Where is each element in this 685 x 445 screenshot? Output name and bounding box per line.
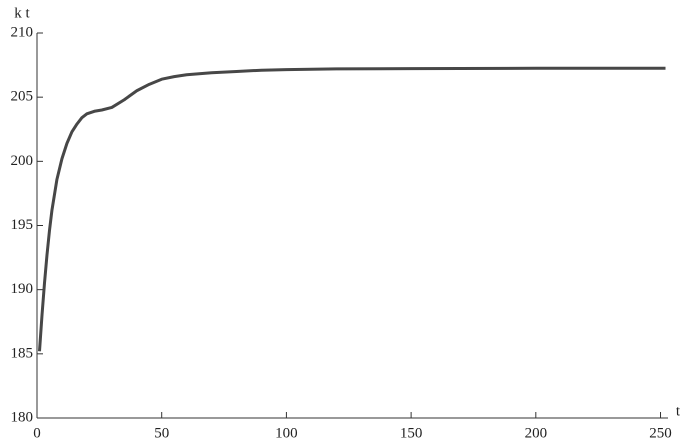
y-axis-label: k t: [14, 5, 30, 21]
y-tick-label: 200: [11, 153, 34, 169]
x-tick-label: 150: [400, 425, 423, 441]
x-tick-label: 250: [649, 425, 672, 441]
x-tick-label: 100: [275, 425, 298, 441]
y-tick-label: 210: [11, 24, 34, 40]
x-axis-label: t: [676, 403, 681, 419]
x-tick-label: 0: [33, 425, 41, 441]
y-tick-label: 190: [11, 281, 34, 297]
y-tick-label: 195: [11, 217, 34, 233]
y-tick-label: 205: [11, 89, 34, 105]
y-tick-label: 180: [11, 409, 34, 425]
line: [37, 66, 666, 352]
y-tick-label: 185: [11, 345, 34, 361]
x-tick-label: 50: [154, 425, 169, 441]
x-tick-label: 200: [525, 425, 548, 441]
